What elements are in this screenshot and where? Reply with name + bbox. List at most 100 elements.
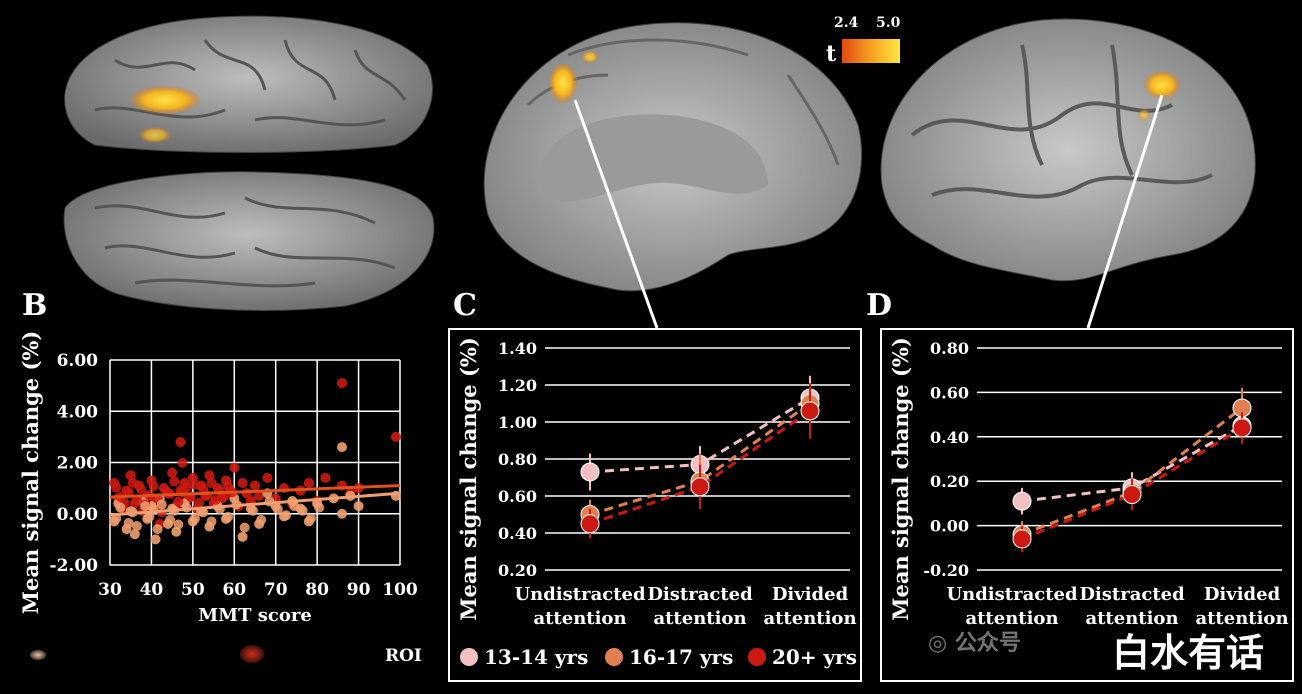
legend-swatch [605, 648, 623, 666]
trend-line [109, 484, 401, 499]
legend-item-16-17: 16-17 yrs [605, 645, 733, 669]
scatter-point [136, 484, 147, 495]
x-category-label: attention [1195, 608, 1288, 629]
roi-glow-dot [240, 645, 264, 663]
x-category-label: attention [533, 608, 626, 629]
y-tick-label: 1.20 [498, 376, 537, 395]
y-tick-label: 0.20 [498, 561, 537, 580]
y-axis-label: Mean signal change (%) [18, 331, 43, 615]
scatter-point [254, 490, 265, 501]
chart-c-frame [448, 328, 862, 682]
data-point [1012, 491, 1032, 511]
chart-b: 6.00 4.00 2.00 0.00 -2.00 30 40 50 60 70 80 90 100 Me… [18, 331, 418, 626]
x-tick-label: 100 [382, 580, 418, 600]
scatter-point [337, 508, 347, 519]
series-line [1021, 406, 1243, 536]
panel-label-c: C [453, 288, 477, 323]
roi-glow-dot [30, 650, 46, 660]
scatter-point [281, 510, 292, 521]
y-tick-label: 6.00 [57, 351, 99, 371]
scatter-point [140, 501, 151, 512]
legend-item-20plus: 20+ yrs [748, 645, 857, 669]
y-tick-label: 0.80 [498, 450, 537, 469]
x-tick-label: 80 [305, 580, 329, 600]
legend-swatch [460, 648, 478, 666]
scatter-point [237, 478, 248, 488]
scatter-point [131, 521, 142, 532]
y-axis-label: Mean signal change (%) [456, 337, 481, 621]
scatter-point [152, 524, 163, 535]
y-tick-label: 0.40 [498, 524, 537, 543]
x-tick-label: 60 [222, 580, 246, 600]
x-category-label: Distracted [647, 584, 753, 605]
scatter-point [127, 478, 138, 488]
scatter-point [247, 505, 258, 516]
x-category-label: Divided [1204, 584, 1281, 605]
scatter-point [115, 502, 126, 513]
scatter-point [237, 531, 248, 542]
y-tick-label: 0.80 [930, 339, 969, 358]
y-tick-label: 1.00 [498, 413, 537, 432]
scatter-point [181, 482, 192, 493]
scatter-point [165, 514, 176, 525]
scatter-point [206, 478, 217, 488]
scatter-point [144, 511, 155, 522]
data-point [800, 401, 820, 421]
x-category-label: Distracted [1079, 584, 1185, 605]
x-tick-label: 70 [264, 580, 288, 600]
watermark-source-text: 公众号 [954, 631, 1021, 656]
y-tick-label: 1.40 [498, 339, 537, 358]
scatter-point [250, 480, 260, 491]
scatter-point [156, 499, 167, 510]
scatter-point [320, 472, 331, 483]
scatter-point [173, 519, 184, 530]
chart-d: 0.80 0.60 0.40 0.20 0.00 -0.20 Mean signal cha… [888, 337, 1289, 629]
x-category-label: Undistracted [946, 584, 1078, 605]
x-tick-label: 90 [347, 580, 371, 600]
y-tick-label: 0.20 [930, 472, 969, 491]
scatter-point [204, 470, 215, 481]
y-tick-label: 0.00 [57, 505, 99, 525]
scatter-point [123, 517, 134, 528]
y-axis-label: Mean signal change (%) [888, 337, 913, 621]
x-category-label: attention [1085, 608, 1178, 629]
scatter-point [169, 476, 180, 487]
brain-top-view-upper [64, 15, 433, 153]
scatter-point [189, 479, 200, 490]
x-tick-label: 50 [181, 580, 205, 600]
y-tick-label: 4.00 [57, 402, 99, 422]
y-tick-label: 0.00 [930, 517, 969, 536]
x-category-label: Undistracted [514, 584, 646, 605]
colorbar-gradient [842, 39, 900, 63]
legend-swatch [748, 648, 766, 666]
watermark-source: ◎ 公众号 [928, 625, 1021, 657]
scatter-point [256, 514, 267, 525]
legend-label: 13-14 yrs [484, 645, 589, 669]
x-category-label: Divided [772, 584, 849, 605]
scatter-point [175, 437, 186, 447]
scatter-point [218, 491, 229, 502]
watermark-name: 白水有话 [1112, 631, 1265, 675]
x-category-label: attention [653, 608, 746, 629]
y-tick-label: 0.60 [498, 487, 537, 506]
scatter-point [210, 494, 221, 505]
x-tick-label: 40 [140, 580, 164, 600]
scatter-point [129, 529, 140, 540]
scatter-point [390, 431, 401, 442]
scatter-point [194, 497, 205, 508]
brain-top-view-lower [63, 171, 435, 311]
colorbar-min-label: 2.4 [834, 15, 859, 31]
colorbar-t-label: t [826, 41, 837, 67]
scatter-point [305, 513, 316, 524]
legend-label: 20+ yrs [772, 645, 857, 669]
brain-lateral-view [880, 18, 1256, 282]
series-line [589, 402, 811, 516]
scatter-point [167, 467, 178, 478]
scatter-point [223, 511, 234, 522]
panel-label-d: D [866, 288, 893, 323]
scatter-point [272, 504, 283, 515]
chart-c: 1.40 1.20 1.00 0.80 0.60 0.40 0.20 Mean signal … [456, 337, 857, 629]
scatter-point [314, 502, 325, 513]
trend-line [109, 491, 401, 517]
